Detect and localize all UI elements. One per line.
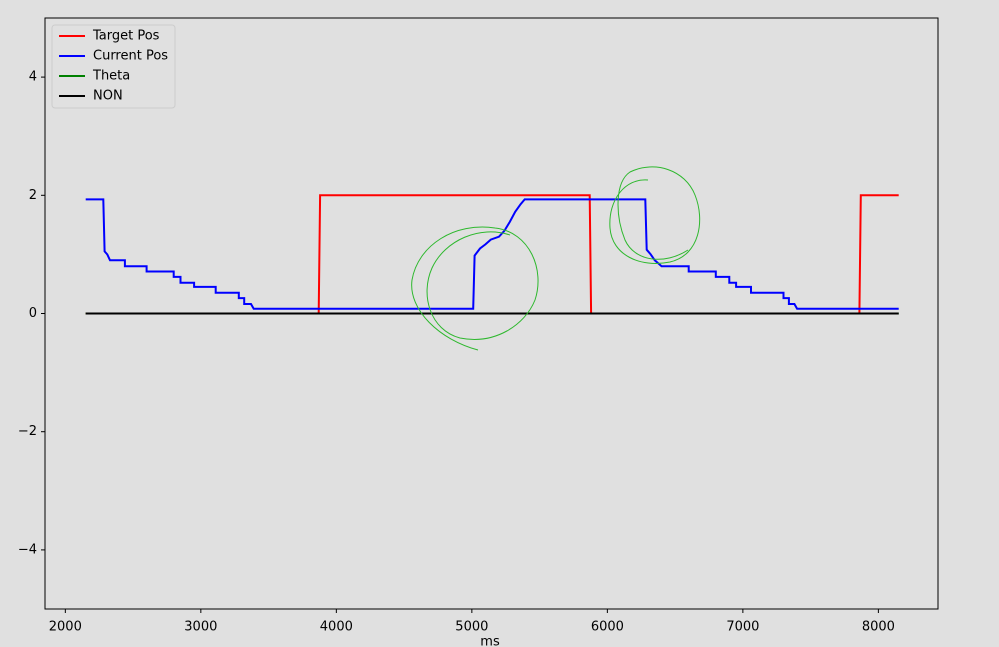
series-line: [85, 198, 899, 310]
annotation-scribble: [411, 226, 539, 351]
x-tick-label: 4000: [320, 620, 353, 635]
x-axis-label: ms: [480, 635, 500, 647]
legend-label: Target Pos: [92, 29, 160, 44]
legend-label: Theta: [92, 69, 130, 84]
x-tick-label: 5000: [455, 620, 488, 635]
x-tick-label: 6000: [591, 620, 624, 635]
x-tick-label: 2000: [49, 620, 82, 635]
y-tick-label: 4: [29, 70, 37, 85]
annotation-scribble: [609, 166, 701, 264]
x-tick-label: 7000: [726, 620, 759, 635]
legend-box: [51, 24, 176, 109]
x-tick-label: 8000: [862, 620, 895, 635]
x-tick-label: 3000: [184, 620, 217, 635]
legend-label: Current Pos: [93, 49, 168, 64]
legend: Target Pos Current Pos Theta NON: [51, 24, 176, 109]
y-tick-label: 2: [29, 188, 37, 203]
y-tick-label: −4: [18, 542, 37, 557]
series-line: [85, 194, 899, 315]
y-tick-label: 0: [29, 306, 37, 321]
y-tick-label: −2: [18, 424, 37, 439]
plot-frame: [44, 17, 939, 610]
legend-label: NON: [93, 89, 123, 104]
